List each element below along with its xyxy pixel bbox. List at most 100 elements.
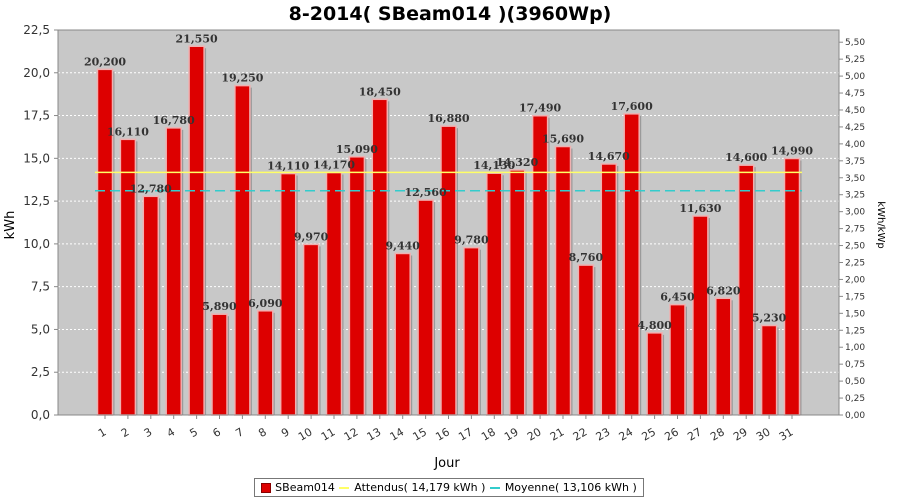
y-right-tick-label: 4,75 xyxy=(845,89,865,99)
x-tick-label: 10 xyxy=(296,425,315,443)
legend-swatch-attendus xyxy=(339,486,350,489)
bar-value-label: 5,230 xyxy=(752,312,787,325)
legend-label-moyenne: Moyenne( 13,106 kWh ) xyxy=(504,481,637,494)
bar-value-label: 16,110 xyxy=(107,125,149,138)
bar-value-label: 20,200 xyxy=(84,55,126,68)
x-tick-label: 7 xyxy=(233,425,246,440)
x-tick-label: 1 xyxy=(96,425,109,440)
y-right-tick-label: 1,50 xyxy=(845,309,865,319)
x-tick-label: 8 xyxy=(256,425,269,440)
y-right-tick-label: 0,50 xyxy=(845,377,865,387)
y-right-tick-label: 0,00 xyxy=(845,411,865,421)
bar xyxy=(417,199,434,416)
bar xyxy=(188,45,205,416)
bar xyxy=(440,125,457,416)
legend-label-attendus: Attendus( 14,179 kWh ) xyxy=(354,481,486,494)
legend-label-series: SBeam014 xyxy=(275,481,335,494)
bar xyxy=(394,252,411,416)
y-right-tick-label: 5,25 xyxy=(845,55,865,65)
bar-value-label: 8,760 xyxy=(569,251,604,264)
x-tick-label: 25 xyxy=(639,425,658,443)
bar-value-label: 4,800 xyxy=(637,319,672,332)
bar-value-label: 17,600 xyxy=(611,100,653,113)
bar xyxy=(234,84,251,416)
bar xyxy=(737,164,755,416)
plot-frame xyxy=(57,29,840,416)
bar xyxy=(577,264,595,416)
y-tick-label: 22,5 xyxy=(23,23,50,37)
legend-swatch-moyenne xyxy=(489,486,500,489)
x-tick-label: 12 xyxy=(342,425,361,443)
x-tick-label: 15 xyxy=(410,425,429,443)
y-tick-label: 12,5 xyxy=(23,194,50,208)
bar-value-label: 6,820 xyxy=(706,284,741,297)
legend-item-attendus: Attendus( 14,179 kWh ) xyxy=(339,481,485,494)
y-right-tick-label: 5,00 xyxy=(845,72,865,82)
y-right-tick-label: 3,50 xyxy=(845,174,865,184)
x-tick-label: 23 xyxy=(594,425,613,443)
bar xyxy=(646,332,663,416)
y-right-tick-label: 0,75 xyxy=(845,360,865,370)
x-tick-label: 16 xyxy=(433,425,452,443)
bar xyxy=(783,157,801,416)
bar xyxy=(486,172,503,416)
y-right-tick-label: 2,75 xyxy=(845,225,865,235)
x-tick-label: 29 xyxy=(731,425,750,443)
bar xyxy=(463,246,480,416)
x-tick-label: 9 xyxy=(279,425,292,440)
legend-swatch-series xyxy=(261,482,272,493)
bar-value-label: 14,170 xyxy=(313,159,355,172)
x-tick-label: 26 xyxy=(662,425,681,443)
y-right-tick-label: 2,25 xyxy=(845,258,865,268)
x-tick-label: 13 xyxy=(365,425,384,443)
bar-value-label: 12,780 xyxy=(130,182,172,195)
chart-title: 8-2014( SBeam014 )(3960Wp) xyxy=(288,3,612,25)
bar xyxy=(715,297,732,416)
x-tick-label: 6 xyxy=(210,425,223,440)
legend-item-moyenne: Moyenne( 13,106 kWh ) xyxy=(489,481,637,494)
bar xyxy=(600,163,618,416)
bar xyxy=(165,127,182,416)
x-tick-label: 24 xyxy=(617,425,636,443)
bar xyxy=(554,145,572,416)
reference-lines xyxy=(95,171,802,192)
y-tick-label: 17,5 xyxy=(23,109,50,123)
y-tick-label: 20,0 xyxy=(23,66,50,80)
x-tick-label: 20 xyxy=(525,425,544,443)
bar-value-label: 9,440 xyxy=(385,239,420,252)
bar xyxy=(119,138,137,416)
x-tick-label: 27 xyxy=(685,425,704,443)
bar-value-label: 16,780 xyxy=(153,114,195,127)
x-tick-label: 14 xyxy=(388,425,407,443)
bar-value-label: 12,560 xyxy=(405,186,447,199)
x-tick-label: 28 xyxy=(708,425,727,443)
x-axis-title: Jour xyxy=(433,456,460,471)
bar xyxy=(692,215,709,416)
x-tick-label: 17 xyxy=(456,425,475,443)
y-right-tick-label: 1,00 xyxy=(845,343,865,353)
x-tick-label: 18 xyxy=(479,425,498,443)
bar xyxy=(279,172,297,416)
bar xyxy=(211,313,228,416)
bar-value-label: 17,490 xyxy=(519,102,561,115)
bar-value-label: 19,250 xyxy=(221,72,263,85)
x-tick-label: 21 xyxy=(548,425,567,443)
y-right-tick-label: 4,50 xyxy=(845,106,865,116)
y-right-tick-label: 2,00 xyxy=(845,275,865,285)
x-tick-label: 31 xyxy=(777,425,796,443)
y-right-tick-label: 1,25 xyxy=(845,326,865,336)
x-tick-label: 11 xyxy=(319,425,338,443)
chart-canvas: 20,200 16,110 12,780 16,780 21,550 5,890 19,25… xyxy=(3,23,886,471)
y-right-tick-label: 4,25 xyxy=(845,123,865,133)
legend-item-series: SBeam014 xyxy=(261,481,335,494)
bar xyxy=(96,68,114,416)
bar-value-label: 6,090 xyxy=(248,297,283,310)
x-tick-label: 5 xyxy=(188,425,201,440)
bar-value-label: 15,090 xyxy=(336,143,378,156)
bar-value-labels: 20,200 16,110 12,780 16,780 21,550 5,890 19,25… xyxy=(84,32,813,332)
bar-value-label: 21,550 xyxy=(176,32,218,45)
y-tick-label: 5,0 xyxy=(31,322,50,336)
x-tick-label: 30 xyxy=(754,425,773,443)
y-tick-label: 2,5 xyxy=(31,365,50,379)
bar-value-label: 14,990 xyxy=(771,145,813,158)
